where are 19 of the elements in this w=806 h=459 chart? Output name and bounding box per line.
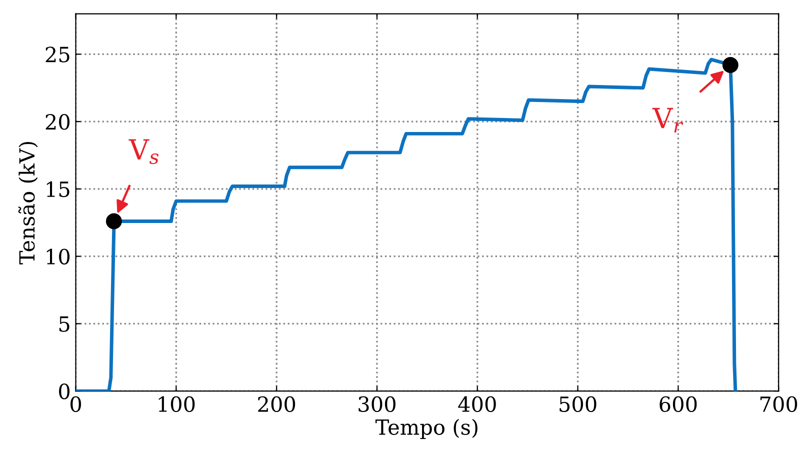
- annotation: V$_{s}$: [128, 139, 159, 164]
- x-tick-label: 700: [760, 396, 798, 412]
- y-tick-label: 15: [46, 181, 70, 198]
- x-tick-label: 500: [560, 396, 596, 412]
- y-tick-label: 10: [46, 248, 70, 265]
- x-tick-label: 400: [458, 396, 496, 412]
- y-tick-label: 5: [59, 316, 70, 332]
- x-tick-label: 200: [258, 396, 296, 412]
- y-tick-label: 25: [46, 46, 70, 62]
- x-tick-label: 100: [158, 396, 195, 412]
- y-axis-title: Tensão (kV): [18, 142, 38, 264]
- annotation: V$_{r}$: [652, 108, 684, 132]
- y-tick-label: 0: [59, 384, 70, 400]
- y-tick-label: 20: [46, 114, 70, 130]
- x-tick-label: 600: [660, 396, 697, 412]
- line-series: [76, 58, 738, 392]
- x-tick-label: 300: [358, 396, 396, 412]
- x-tick-label: 0: [70, 396, 82, 412]
- x-axis-title: Tempo (s): [375, 418, 478, 440]
